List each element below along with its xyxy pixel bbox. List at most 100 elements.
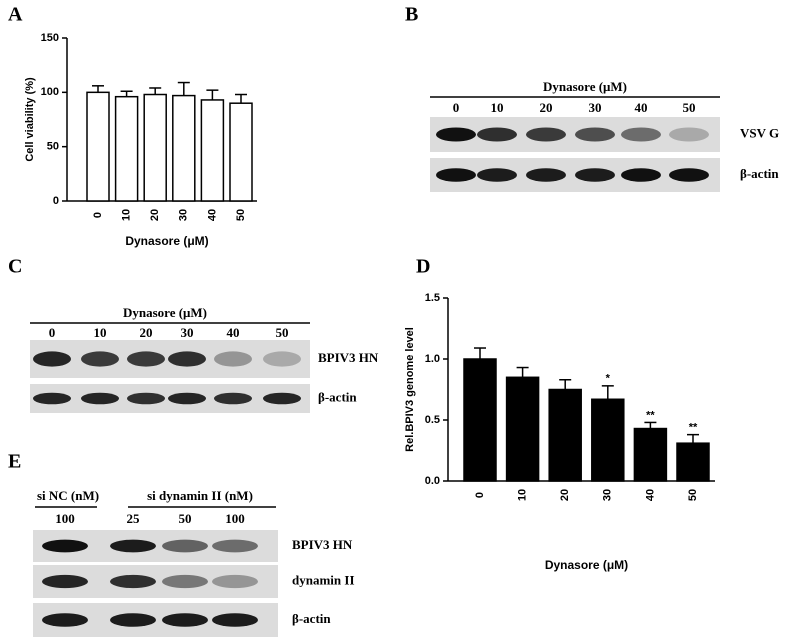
- lane-label: 50: [179, 511, 192, 526]
- x-tick-label: 50: [687, 489, 699, 501]
- blot-band: [526, 127, 566, 142]
- panel-label: D: [416, 256, 430, 278]
- y-axis-label: Cell viability (%): [24, 77, 36, 162]
- bar: [172, 94, 196, 202]
- y-tick-label: 1.0: [425, 353, 440, 365]
- x-axis-label: Dynasore (μM): [125, 234, 208, 248]
- blot-band: [669, 127, 709, 142]
- lane-label: 40: [635, 100, 648, 115]
- x-tick-label: 10: [121, 209, 133, 221]
- x-tick-label: 20: [559, 489, 571, 501]
- x-tick-label: 0: [92, 212, 104, 218]
- blot-band: [669, 168, 709, 182]
- row-label: dynamin II: [292, 572, 355, 587]
- lane-label: 30: [589, 100, 602, 115]
- x-tick-label: 40: [206, 209, 218, 221]
- blot-band: [477, 168, 517, 182]
- blot-band: [212, 574, 258, 589]
- blot-band: [621, 127, 661, 142]
- y-axis-label: Rel.BPIV3 genome level: [404, 327, 416, 452]
- x-tick-label: 50: [235, 209, 247, 221]
- row-label: BPIV3 HN: [292, 537, 353, 552]
- blot-band: [212, 539, 258, 553]
- bar: [463, 358, 497, 482]
- blot-band: [214, 392, 252, 405]
- lane-label: 20: [140, 325, 153, 340]
- lane-label: 100: [225, 511, 245, 526]
- blot-band: [575, 168, 615, 182]
- blot-band: [42, 574, 88, 589]
- y-tick-label: 0.0: [425, 475, 440, 487]
- significance: **: [689, 422, 698, 434]
- lane-label: 100: [55, 511, 75, 526]
- x-tick-label: 0: [474, 492, 486, 498]
- blot-band: [575, 127, 615, 142]
- blot-band: [436, 168, 476, 182]
- blot-band: [168, 351, 206, 367]
- blot-band: [42, 539, 88, 553]
- group-label: si NC (nM): [37, 488, 99, 503]
- y-tick-label: 150: [41, 32, 59, 44]
- bar: [86, 91, 110, 202]
- blot-band: [33, 351, 71, 367]
- blot-band: [477, 127, 517, 142]
- blot-band: [436, 127, 476, 142]
- lane-label: 10: [491, 100, 504, 115]
- blot-band: [110, 613, 156, 627]
- row-label: β-actin: [740, 166, 779, 181]
- panel-label: E: [8, 451, 21, 473]
- y-tick-label: 50: [47, 141, 59, 153]
- x-tick-label: 40: [644, 489, 656, 501]
- blot-band: [212, 613, 258, 627]
- blot-band: [127, 351, 165, 367]
- lane-label: 25: [127, 511, 141, 526]
- y-tick-label: 1.5: [425, 292, 440, 304]
- x-tick-label: 30: [178, 209, 190, 221]
- x-tick-label: 20: [149, 209, 161, 221]
- blot-header: Dynasore (μM): [123, 305, 207, 320]
- x-axis-label: Dynasore (μM): [545, 558, 628, 572]
- lane-label: 30: [181, 325, 194, 340]
- blot-band: [81, 392, 119, 405]
- blot-band: [162, 613, 208, 627]
- x-tick-label: 10: [517, 489, 529, 501]
- lane-label: 10: [94, 325, 107, 340]
- row-label: β-actin: [318, 389, 357, 404]
- lane-label: 50: [276, 325, 289, 340]
- row-label: VSV G: [740, 125, 779, 140]
- blot-band: [162, 539, 208, 553]
- blot-band: [621, 168, 661, 182]
- bar: [505, 376, 540, 482]
- y-tick-label: 100: [41, 86, 59, 98]
- blot-band: [81, 351, 119, 367]
- blot-band: [42, 613, 88, 627]
- lane-label: 50: [683, 100, 696, 115]
- significance: **: [646, 409, 655, 421]
- lane-label: 0: [49, 325, 56, 340]
- blot-header: Dynasore (μM): [543, 79, 627, 94]
- bar: [200, 99, 225, 202]
- panel-label: A: [8, 4, 23, 26]
- blot-band: [214, 351, 252, 367]
- blot-band: [526, 168, 566, 182]
- blot-band: [127, 392, 165, 405]
- blot-band: [110, 539, 156, 553]
- blot-band: [110, 574, 156, 589]
- blot-band: [263, 351, 301, 367]
- bar: [143, 93, 167, 202]
- blot-band: [168, 392, 206, 405]
- panel-label: C: [8, 256, 22, 278]
- group-label: si dynamin II (nM): [147, 488, 253, 503]
- lane-label: 0: [453, 100, 460, 115]
- x-tick-label: 30: [602, 489, 614, 501]
- row-label: BPIV3 HN: [318, 350, 379, 365]
- bar: [229, 102, 253, 202]
- bar: [676, 442, 710, 482]
- row-label: β-actin: [292, 611, 331, 626]
- panel-label: B: [405, 4, 418, 26]
- y-tick-label: 0.5: [425, 414, 440, 426]
- blot-band: [33, 392, 71, 405]
- bar: [591, 398, 625, 482]
- bar: [633, 427, 668, 482]
